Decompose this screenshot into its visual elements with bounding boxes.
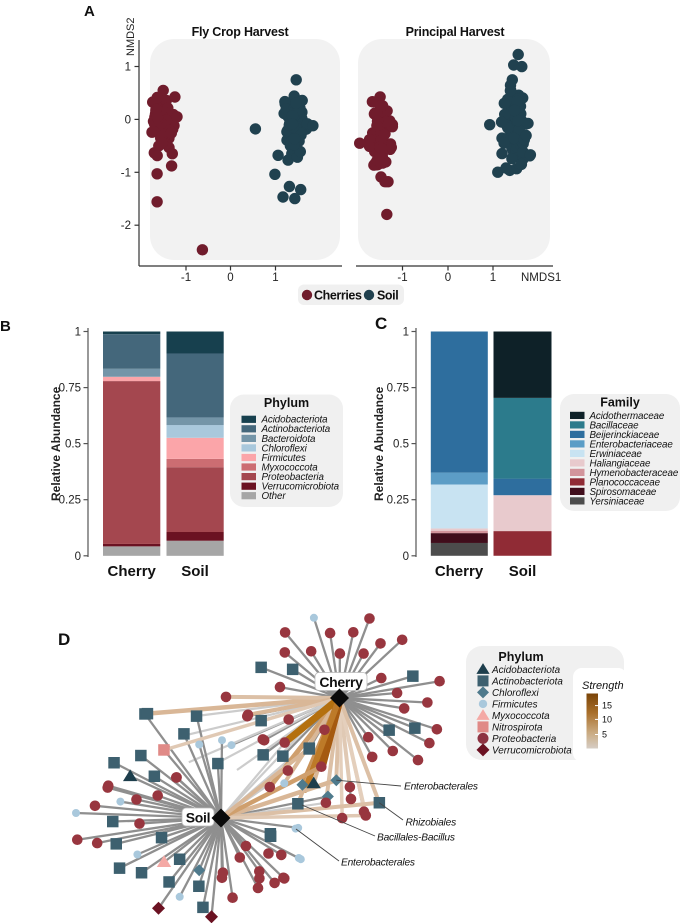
svg-text:Proteobacteria: Proteobacteria: [492, 734, 557, 745]
svg-text:1: 1: [75, 327, 81, 339]
svg-text:-1: -1: [181, 272, 191, 284]
svg-text:Actinobacteriota: Actinobacteriota: [261, 424, 331, 435]
svg-text:-2: -2: [121, 220, 131, 232]
svg-text:Soil: Soil: [181, 563, 209, 580]
svg-text:Family: Family: [600, 396, 640, 410]
svg-text:0.75: 0.75: [387, 383, 409, 395]
svg-text:1: 1: [125, 62, 131, 74]
svg-text:Myxococcota: Myxococcota: [492, 711, 550, 722]
svg-text:Acidothermaceae: Acidothermaceae: [589, 411, 665, 422]
svg-text:Chloroflexi: Chloroflexi: [262, 443, 308, 454]
svg-text:A: A: [84, 3, 95, 20]
svg-text:Principal Harvest: Principal Harvest: [406, 25, 506, 39]
svg-text:0.5: 0.5: [393, 439, 409, 451]
svg-text:Yersiniaceae: Yersiniaceae: [590, 496, 646, 507]
svg-text:1: 1: [272, 272, 278, 284]
svg-text:0.75: 0.75: [59, 383, 81, 395]
svg-text:Cherry: Cherry: [319, 674, 363, 690]
svg-text:-1: -1: [121, 167, 131, 179]
svg-text:Verrucomicrobiota: Verrucomicrobiota: [262, 482, 340, 493]
svg-text:Strength: Strength: [582, 680, 624, 692]
svg-text:Erwiniaceae: Erwiniaceae: [590, 449, 643, 460]
svg-text:Myxococcota: Myxococcota: [262, 462, 319, 473]
svg-text:Relative Abundance: Relative Abundance: [372, 386, 386, 501]
svg-text:0: 0: [227, 272, 233, 284]
svg-text:Cherry: Cherry: [435, 563, 484, 580]
svg-text:0.25: 0.25: [387, 495, 409, 507]
svg-text:0: 0: [445, 272, 451, 284]
svg-text:Phylum: Phylum: [264, 396, 309, 410]
svg-text:Hymenobacteraceae: Hymenobacteraceae: [590, 468, 679, 479]
svg-text:Fly Crop Harvest: Fly Crop Harvest: [192, 25, 290, 39]
svg-text:0.25: 0.25: [59, 495, 81, 507]
svg-text:0: 0: [125, 114, 131, 126]
svg-text:Verrucomicrobiota: Verrucomicrobiota: [492, 746, 572, 757]
svg-text:Firmicutes: Firmicutes: [492, 700, 538, 711]
svg-text:Bacteroidota: Bacteroidota: [262, 434, 316, 445]
svg-text:10: 10: [602, 714, 612, 724]
svg-text:Enterobacteriaceae: Enterobacteriaceae: [590, 439, 674, 450]
svg-text:Cherry: Cherry: [108, 563, 157, 580]
svg-text:D: D: [58, 630, 70, 649]
svg-text:Soil: Soil: [377, 289, 398, 303]
svg-text:0.5: 0.5: [65, 439, 81, 451]
svg-text:Soil: Soil: [509, 563, 537, 580]
svg-text:5: 5: [602, 730, 607, 740]
svg-text:Soil: Soil: [186, 810, 210, 826]
svg-text:Acidobacteriota: Acidobacteriota: [261, 415, 329, 426]
svg-text:Nitrospirota: Nitrospirota: [492, 723, 543, 734]
svg-text:Cherries: Cherries: [314, 289, 362, 303]
svg-text:Spirosomaceae: Spirosomaceae: [590, 487, 657, 498]
svg-text:Relative Abundance: Relative Abundance: [49, 386, 63, 501]
svg-text:NMDS1: NMDS1: [521, 272, 561, 284]
svg-text:Phylum: Phylum: [498, 650, 543, 664]
svg-text:Bacillaceae: Bacillaceae: [590, 420, 640, 431]
svg-text:Rhizobiales: Rhizobiales: [406, 818, 457, 829]
svg-text:C: C: [375, 314, 387, 333]
svg-text:1: 1: [403, 327, 409, 339]
svg-text:Firmicutes: Firmicutes: [262, 453, 306, 464]
svg-text:Enterobacterales: Enterobacterales: [404, 782, 478, 793]
svg-text:0: 0: [403, 551, 409, 563]
svg-text:Other: Other: [262, 491, 287, 502]
svg-text:Bacillales-Bacillus: Bacillales-Bacillus: [377, 833, 455, 844]
svg-text:1: 1: [490, 272, 496, 284]
svg-text:15: 15: [602, 701, 612, 711]
svg-text:Chloroflexi: Chloroflexi: [492, 688, 539, 699]
svg-text:Planococcaceae: Planococcaceae: [590, 477, 661, 488]
svg-text:Haliangiaceae: Haliangiaceae: [590, 458, 651, 469]
svg-text:0: 0: [75, 551, 81, 563]
svg-text:-1: -1: [397, 272, 407, 284]
svg-text:Beijerinckiaceae: Beijerinckiaceae: [590, 430, 660, 441]
svg-text:Enterobacterales: Enterobacterales: [341, 858, 415, 869]
svg-text:Proteobacteria: Proteobacteria: [262, 472, 325, 483]
svg-text:NMDS2: NMDS2: [125, 17, 137, 56]
svg-text:Actinobacteriota: Actinobacteriota: [491, 677, 563, 688]
svg-text:Acidobacteriota: Acidobacteriota: [491, 665, 561, 676]
svg-text:B: B: [0, 318, 11, 335]
